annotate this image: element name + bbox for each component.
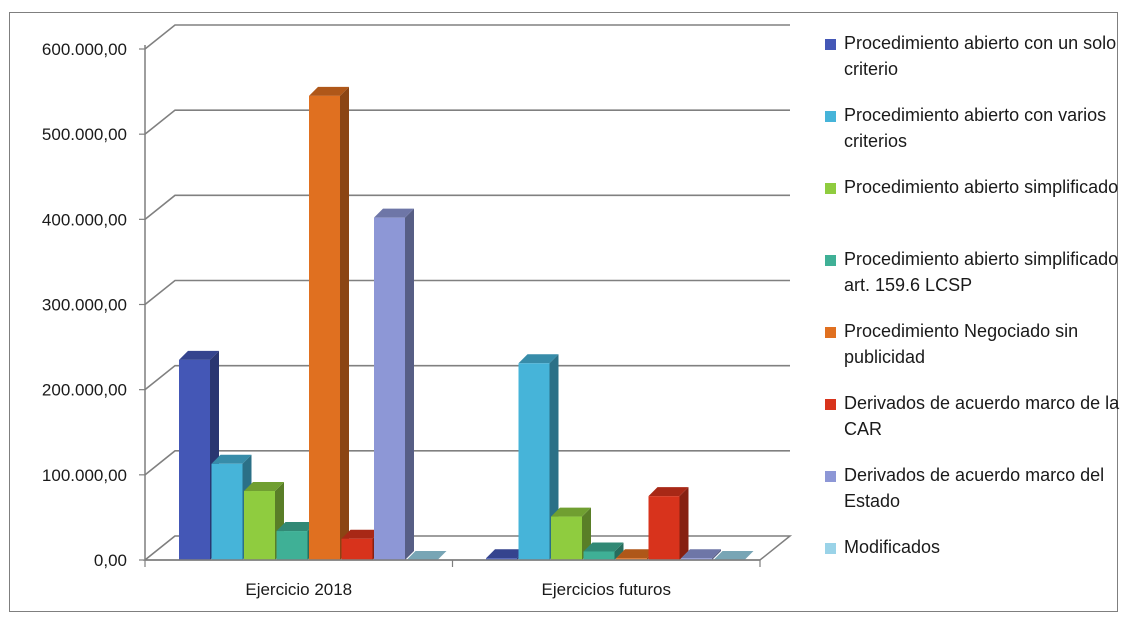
- x-category-label: Ejercicios futuros: [542, 580, 671, 599]
- legend-label: Modificados: [844, 537, 941, 557]
- y-tick-label: 100.000,00: [42, 466, 127, 485]
- bar-top: [179, 350, 219, 360]
- axes: [139, 45, 761, 567]
- legend-swatch: [825, 327, 836, 338]
- bar-side: [340, 86, 349, 560]
- bar-front: [341, 538, 373, 560]
- bar-front: [681, 558, 712, 560]
- bar-front: [583, 551, 615, 560]
- bar: [583, 542, 624, 560]
- bar-side: [549, 354, 559, 560]
- bar: [406, 551, 447, 560]
- bar-front: [648, 496, 680, 560]
- chart-frame: [9, 12, 1118, 612]
- bar-front: [616, 558, 647, 560]
- y-tick-label: 300.000,00: [42, 296, 127, 315]
- legend-item: Procedimiento Negociado sin publicidad: [825, 318, 1120, 390]
- y-tick-label: 500.000,00: [42, 125, 127, 144]
- legend-label: Procedimiento abierto simplificado art. …: [844, 249, 1119, 295]
- bar-top: [648, 487, 689, 497]
- legend-swatch: [825, 111, 836, 122]
- bar-front: [276, 531, 308, 560]
- bar: [713, 551, 754, 560]
- bar-top: [341, 529, 382, 539]
- bar-top: [406, 551, 447, 560]
- bar: [648, 487, 689, 560]
- bars: [179, 86, 754, 560]
- legend-item: Procedimiento abierto con un solo criter…: [825, 30, 1120, 102]
- bar-top: [518, 354, 559, 364]
- y-tick-labels: 0,00 100.000,00 200.000,00 300.000,00 400.00…: [42, 40, 127, 570]
- gridline: [144, 24, 790, 50]
- gridline: [144, 279, 790, 306]
- bar-top: [244, 482, 284, 492]
- bar-side: [679, 487, 689, 560]
- bar-top: [616, 549, 656, 559]
- y-tick-label: 600.000,00: [42, 40, 127, 59]
- bar-side: [405, 208, 414, 560]
- bar: [518, 354, 559, 560]
- bar-front: [309, 95, 340, 560]
- legend-swatch: [825, 255, 836, 266]
- legend-item: Procedimiento abierto con varios criteri…: [825, 102, 1120, 174]
- bar-top: [551, 507, 591, 517]
- legend-item: Derivados de acuerdo marco de la CAR: [825, 390, 1120, 462]
- bar-side: [614, 542, 624, 560]
- legend-label: Procedimiento abierto con varios criteri…: [844, 105, 1107, 151]
- bar-top: [486, 549, 526, 559]
- gridline: [144, 450, 790, 476]
- bar: [374, 208, 414, 560]
- bar: [179, 350, 219, 560]
- bar-front: [374, 217, 405, 560]
- legend-swatch: [825, 543, 836, 554]
- legend-label: Derivados de acuerdo marco del Estado: [844, 465, 1105, 511]
- legend-label: Procedimiento Negociado sin publicidad: [844, 321, 1079, 367]
- legend-item: Derivados de acuerdo marco del Estado: [825, 462, 1120, 534]
- legend: Procedimiento abierto con un solo criter…: [825, 30, 1120, 574]
- legend-swatch: [825, 399, 836, 410]
- y-tick-label: 400.000,00: [42, 210, 127, 229]
- bar-top: [211, 454, 252, 464]
- bar-front: [518, 363, 550, 560]
- bar-front: [211, 463, 243, 560]
- bar-top: [583, 542, 624, 552]
- bar-top: [374, 208, 414, 218]
- bar-front: [179, 359, 210, 560]
- bar-top: [309, 86, 349, 96]
- y-tick-label: 0,00: [94, 551, 127, 570]
- bar-top: [681, 549, 721, 559]
- gridlines: [144, 24, 790, 476]
- x-category-labels: Ejercicio 2018 Ejercicios futuros: [245, 580, 671, 599]
- bar-chart: 0,00 100.000,00 200.000,00 300.000,00 400.00…: [42, 24, 793, 599]
- bar: [309, 86, 349, 560]
- legend-label: Derivados de acuerdo marco de la CAR: [844, 393, 1120, 439]
- legend-swatch: [825, 471, 836, 482]
- x-category-label: Ejercicio 2018: [245, 580, 352, 599]
- legend-label: Procedimiento abierto simplificado: [844, 177, 1119, 197]
- legend-item: Procedimiento abierto simplificado art. …: [825, 246, 1120, 318]
- gridline: [144, 364, 790, 391]
- legend-item: Procedimiento abierto simplificado: [825, 174, 1120, 246]
- bar-side: [712, 549, 721, 560]
- bar-top: [276, 522, 317, 532]
- bar-front: [244, 491, 275, 560]
- legend-swatch: [825, 183, 836, 194]
- legend-item: Modificados: [825, 534, 1120, 574]
- bar-front: [486, 558, 517, 560]
- bar-top: [713, 551, 754, 560]
- gridline: [144, 194, 790, 220]
- legend-label: Procedimiento abierto con un solo criter…: [844, 33, 1117, 79]
- legend-swatch: [825, 39, 836, 50]
- y-tick-label: 200.000,00: [42, 381, 127, 400]
- gridline: [144, 109, 790, 135]
- bar: [681, 549, 721, 560]
- bar-front: [551, 516, 582, 560]
